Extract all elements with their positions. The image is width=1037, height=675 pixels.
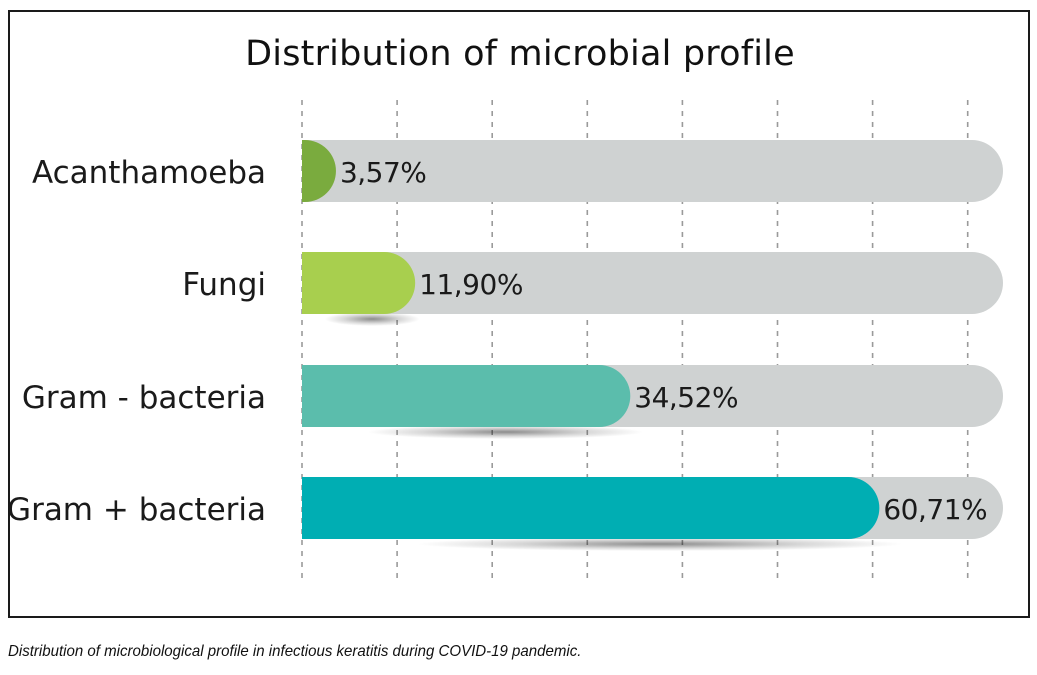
bar xyxy=(302,365,631,427)
bar-shadow xyxy=(417,537,903,551)
chart-title: Distribution of microbial profile xyxy=(245,34,795,74)
bar-track xyxy=(302,140,1003,202)
bar-shadow xyxy=(324,312,420,326)
value-label: 60,71% xyxy=(883,493,987,526)
bar xyxy=(302,477,880,539)
bar-shadows xyxy=(324,312,903,551)
bar xyxy=(302,252,416,314)
value-label: 11,90% xyxy=(419,268,523,301)
bar-shadow xyxy=(367,425,644,439)
figure-caption: Distribution of microbiological profile … xyxy=(8,643,582,660)
category-label: Acanthamoeba xyxy=(32,155,266,191)
category-label: Gram + bacteria xyxy=(7,492,266,528)
value-label: 34,52% xyxy=(634,381,738,414)
bars: Acanthamoeba 3,57% Fungi 11,90% Gram - bacte… xyxy=(7,140,1003,539)
value-label: 3,57% xyxy=(340,156,426,189)
bar xyxy=(302,140,336,202)
category-label: Gram - bacteria xyxy=(22,380,266,416)
bar-track xyxy=(302,252,1003,314)
category-label: Fungi xyxy=(182,267,266,303)
